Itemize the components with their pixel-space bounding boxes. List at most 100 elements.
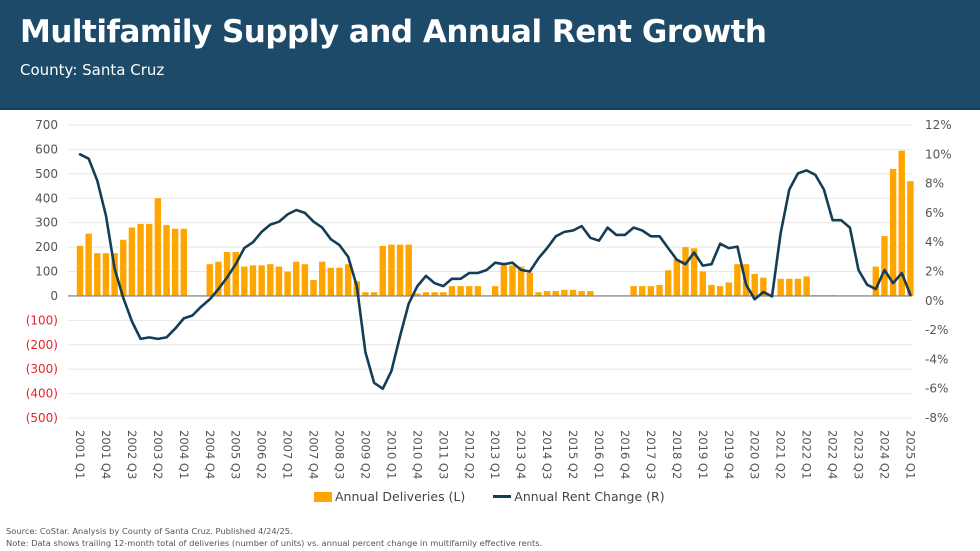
deliveries-bar: [215, 261, 222, 296]
deliveries-bar: [708, 284, 715, 296]
x-tick-label: 2010 Q4: [410, 430, 424, 479]
deliveries-bar: [163, 225, 170, 296]
x-tick-label: 2006 Q2: [255, 430, 269, 479]
x-tick-label: 2004 Q4: [203, 430, 217, 479]
deliveries-bar: [535, 292, 542, 296]
left-tick-label: (100): [26, 313, 58, 327]
left-tick-label: (200): [26, 338, 58, 352]
deliveries-bar: [267, 264, 274, 296]
x-tick-label: 2009 Q2: [358, 430, 372, 479]
x-tick-label: 2023 Q3: [852, 430, 866, 479]
legend-swatch-bar: [314, 491, 332, 502]
x-tick-label: 2007 Q4: [307, 430, 321, 479]
deliveries-bar: [120, 239, 127, 296]
page-subtitle: County: Santa Cruz: [20, 61, 165, 79]
deliveries-bar: [751, 273, 758, 296]
deliveries-bar: [388, 244, 395, 296]
legend-label-deliveries: Annual Deliveries (L): [335, 489, 466, 504]
deliveries-bar: [102, 253, 110, 296]
deliveries-bar: [85, 233, 92, 296]
page-title: Multifamily Supply and Annual Rent Growt…: [20, 14, 767, 50]
x-tick-label: 2022 Q1: [800, 430, 814, 479]
deliveries-bar: [647, 286, 655, 296]
legend: Annual Deliveries (L) Annual Rent Change…: [314, 489, 693, 504]
deliveries-bar: [803, 276, 810, 296]
deliveries-bar: [734, 264, 741, 296]
deliveries-bar: [128, 227, 136, 296]
deliveries-bar: [794, 278, 802, 296]
x-tick-label: 2018 Q2: [670, 430, 684, 479]
deliveries-bar: [405, 244, 412, 296]
right-tick-label: 8%: [925, 177, 944, 191]
deliveries-bar: [310, 280, 317, 296]
right-tick-label: 12%: [925, 118, 952, 132]
deliveries-bar: [440, 292, 447, 296]
right-tick-label: -8%: [925, 411, 948, 425]
deliveries-bar: [639, 286, 646, 296]
gridlines: [68, 124, 912, 419]
x-tick-label: 2011 Q3: [436, 430, 450, 479]
deliveries-bar: [431, 292, 438, 296]
deliveries-bar: [362, 292, 369, 296]
x-tick-label: 2013 Q4: [514, 430, 528, 479]
x-tick-label: 2021 Q2: [774, 430, 788, 479]
deliveries-bar: [561, 289, 568, 296]
left-tick-label: 700: [35, 118, 58, 132]
x-tick-label: 2019 Q1: [696, 430, 710, 479]
deliveries-bar: [422, 292, 430, 296]
left-tick-label: 400: [35, 191, 58, 205]
x-tick-label: 2022 Q4: [826, 430, 840, 479]
deliveries-bar: [396, 244, 404, 296]
deliveries-bar: [474, 286, 482, 296]
left-tick-label: 600: [35, 142, 58, 156]
left-axis-labels: 700 600 500 400 300 200 100 0 (100) (200) (300) (40…: [26, 118, 58, 425]
x-tick-label: 2007 Q1: [281, 430, 295, 479]
x-tick-label: 2017 Q3: [644, 430, 658, 479]
deliveries-bar: [656, 284, 663, 296]
deliveries-bar: [301, 264, 309, 296]
x-tick-label: 2012 Q2: [462, 430, 476, 479]
left-tick-label: 200: [35, 240, 58, 254]
deliveries-bar: [180, 228, 187, 296]
deliveries-bar: [379, 245, 386, 296]
deliveries-bar: [206, 264, 213, 296]
x-tick-label: 2014 Q3: [540, 430, 554, 479]
right-tick-label: -6%: [925, 382, 948, 396]
bar-series: [76, 150, 914, 296]
deliveries-bar: [526, 272, 533, 296]
legend-item-deliveries: Annual Deliveries (L): [314, 489, 465, 504]
x-tick-label: 2003 Q2: [151, 430, 165, 479]
x-tick-label: 2024 Q2: [877, 430, 891, 479]
deliveries-bar: [111, 253, 118, 296]
deliveries-bar: [716, 286, 724, 296]
deliveries-bar: [665, 270, 672, 296]
deliveries-bar: [284, 271, 291, 296]
deliveries-bar: [673, 259, 681, 296]
deliveries-bar: [690, 248, 698, 296]
deliveries-bar: [258, 265, 265, 296]
deliveries-bar: [543, 291, 551, 296]
right-tick-label: 10%: [925, 147, 952, 161]
left-tick-label: (400): [26, 387, 58, 401]
x-tick-label: 2020 Q3: [748, 430, 762, 479]
deliveries-bar: [336, 267, 343, 296]
deliveries-bar: [448, 286, 456, 296]
deliveries-bar: [500, 265, 508, 296]
deliveries-bar: [171, 228, 179, 296]
left-tick-label: (500): [26, 411, 58, 425]
deliveries-bar: [293, 261, 300, 296]
left-tick-label: 100: [35, 265, 58, 279]
x-tick-label: 2008 Q3: [333, 430, 347, 479]
x-tick-label: 2002 Q3: [125, 430, 139, 479]
x-tick-label: 2015 Q2: [566, 430, 580, 479]
deliveries-bar: [414, 293, 421, 296]
x-tick-label: 2001 Q1: [73, 430, 87, 479]
deliveries-bar: [370, 292, 378, 296]
line-series: [78, 153, 912, 391]
x-tick-label: 2025 Q1: [903, 430, 917, 479]
deliveries-bar: [699, 271, 706, 296]
deliveries-bar: [907, 181, 914, 296]
deliveries-bar: [223, 251, 231, 296]
legend-label-rent: Annual Rent Change (R): [514, 489, 665, 504]
footnote: Note: Data shows trailing 12-month total…: [6, 538, 543, 548]
